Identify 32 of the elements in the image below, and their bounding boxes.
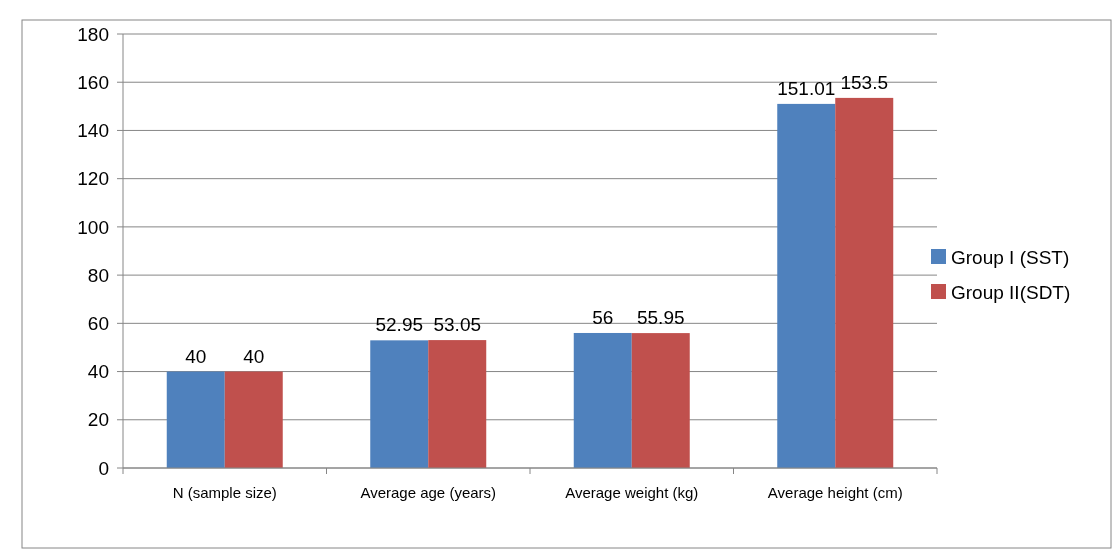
y-tick-label: 100 <box>77 216 109 238</box>
bar <box>777 103 836 468</box>
data-label: 55.95 <box>636 307 685 329</box>
bar <box>631 333 690 468</box>
y-tick-label: 60 <box>87 312 109 334</box>
data-label: 40 <box>185 345 207 367</box>
x-tick-label: N (sample size) <box>172 484 277 501</box>
data-label: 40 <box>243 345 265 367</box>
y-tick-label: 0 <box>98 457 109 479</box>
x-tick-label: Average age (years) <box>360 484 497 501</box>
bar <box>428 340 487 468</box>
bar <box>370 340 429 468</box>
y-tick-label: 80 <box>87 264 109 286</box>
x-tick-label: Average weight (kg) <box>565 484 699 501</box>
data-label: 53.05 <box>433 314 482 336</box>
bar <box>166 371 225 468</box>
x-tick-label: Average height (cm) <box>767 484 903 501</box>
data-label: 151.01 <box>777 77 836 99</box>
data-label: 52.95 <box>375 314 424 336</box>
y-tick-label: 20 <box>87 409 109 431</box>
legend-label: Group II(SDT) <box>951 281 1071 303</box>
y-tick-label: 40 <box>87 361 109 383</box>
y-tick-label: 140 <box>77 120 109 142</box>
y-tick-label: 120 <box>77 168 109 190</box>
bar <box>573 332 632 468</box>
data-label: 56 <box>592 306 614 328</box>
legend-label: Group I (SST) <box>951 246 1070 268</box>
y-tick-label: 180 <box>77 23 109 45</box>
bar <box>835 97 894 468</box>
data-label: 153.5 <box>840 71 889 93</box>
bar <box>224 371 283 468</box>
y-tick-label: 160 <box>77 71 109 93</box>
